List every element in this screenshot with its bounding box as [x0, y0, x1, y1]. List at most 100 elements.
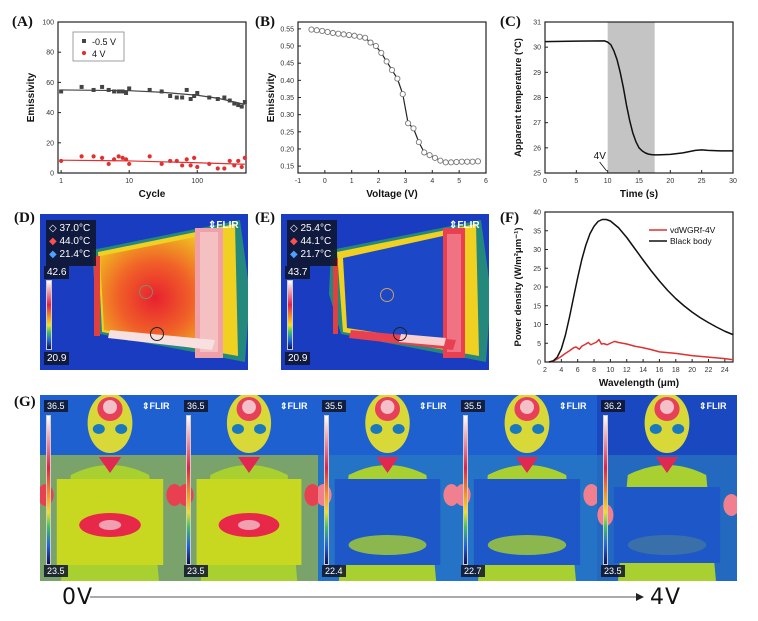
x-tick-label: 3 [403, 178, 407, 185]
y-tick-label: 15 [533, 303, 541, 310]
y-axis-label: Power density (W/m²μm⁻¹) [513, 227, 524, 346]
series-4-v-point [215, 166, 220, 171]
series-4-v-point [174, 158, 179, 164]
series-4-v-point [195, 164, 200, 170]
series--0-5-v-point [106, 87, 111, 92]
series--0-5-v-point [174, 95, 179, 100]
series-4-v-point [239, 164, 244, 170]
voltage-arrow-icon [90, 593, 644, 601]
series-4-v-point [123, 157, 129, 162]
y-tick-label: 0 [537, 360, 541, 367]
plot-frame [297, 21, 487, 174]
series--0-5-v-point [207, 95, 212, 100]
series-emissivity-point [458, 158, 465, 165]
series-emissivity-point [362, 34, 369, 41]
series--0-5-v-point [168, 93, 173, 98]
voltage-end-label: 4V [650, 585, 682, 610]
x-tick-label: 8 [592, 367, 596, 374]
series--0-5-v-point [127, 86, 132, 91]
legend-box [72, 31, 125, 62]
series-emissivity-point [453, 158, 460, 166]
flir-logo: ⇕FLIR [449, 220, 480, 231]
series-emissivity-point [448, 159, 455, 166]
flir-logo: ⇕FLIR [280, 401, 308, 411]
series-4-v-point [127, 161, 132, 167]
series--0-5-v-point [222, 95, 227, 100]
series-emissivity-point [410, 125, 417, 132]
max-marker-icon: ◆ [49, 236, 57, 247]
series-4-v-point [207, 161, 212, 167]
scale-max: 35.5 [322, 400, 346, 412]
series-emissivity-point [421, 149, 428, 156]
x-tick-label: 6 [576, 367, 580, 374]
series-emissivity-point [474, 158, 481, 165]
series--0-5-v-point [79, 84, 84, 89]
flir-logo: ⇕FLIR [142, 401, 170, 411]
y-tick-label: 60 [46, 80, 54, 87]
series-emissivity-point [324, 28, 331, 36]
scale-max: 36.5 [44, 400, 68, 412]
scale-min: 22.4 [322, 565, 346, 577]
x-tick-label: 4 [430, 178, 434, 185]
y-axis-label: Apparent temperature (°C) [513, 38, 524, 157]
y-tick-label: 0.45 [280, 61, 294, 68]
series--0-5-v-point [236, 103, 241, 108]
y-tick-label: 0.35 [280, 95, 294, 102]
spot-crosshair-icon [380, 288, 394, 302]
chart-b-emissivity-voltage: -1 0 1 2 3 4 5 6 0.15 0.20 0.25 0.30 0.35 0.40 0.45 0.5… [266, 21, 488, 200]
panel-label-a: (A) [12, 14, 33, 30]
thermal-frame-2: 36.5 23.5 ⇕FLIR [180, 395, 318, 581]
color-scale-bar [186, 415, 191, 565]
series-emissivity-point [442, 159, 449, 166]
series-emissivity-point [345, 31, 353, 39]
series-emissivity-point [319, 27, 326, 34]
series-4-v-point [106, 161, 111, 167]
y-tick-label: 0 [50, 171, 54, 178]
flir-logo: ⇕FLIR [419, 401, 447, 411]
y-tick-label: 25 [533, 266, 541, 273]
series-emissivity-point [378, 49, 385, 56]
series-emissivity-point [426, 152, 433, 159]
series--0-5-v-point [147, 87, 152, 92]
x-tick-label: 2 [543, 367, 547, 374]
panel-label-b: (B) [255, 14, 275, 30]
x-tick-label: 20 [666, 178, 674, 185]
legend-marker [82, 39, 86, 43]
series--0-5-v-point [192, 93, 197, 98]
x-tick-label: 1 [59, 178, 63, 185]
series-4-v-point [227, 158, 232, 164]
chart-f-power-density: 2 4 6 8 10 12 14 16 18 20 22 240510152025303540Wave… [513, 210, 734, 389]
scale-max: 42.6 [44, 266, 70, 279]
series--0-5-v-point [116, 89, 121, 94]
measurement-box-d: ◇ 37.0°C ◆ 44.0°C ◆ 21.4°C [46, 220, 96, 266]
chart-a-emissivity-cycle: 1 10 100 0 20 40 60 80 100 Cycle Emissivity -0.5 V 4… [26, 20, 247, 200]
y-tick-label: 29 [533, 70, 541, 77]
legend-label: -0.5 V [92, 37, 116, 47]
flir-logo: ⇕FLIR [559, 401, 587, 411]
series-emissivity-point [372, 42, 379, 50]
chart-c-temperature-time: 0 5 10 15 20 25 30 25 26 27 28 29 30 31 Time (s) Appare… [513, 20, 737, 201]
x-tick-label: 16 [656, 367, 664, 374]
reading-max: 44.0°C [59, 236, 91, 247]
thermal-frame-4: 35.5 22.7 ⇕FLIR [457, 395, 597, 581]
thermal-frame-3: 35.5 22.4 ⇕FLIR [318, 395, 457, 581]
legend-label: vdWGRf-4V [670, 225, 716, 235]
scale-min: 23.5 [44, 565, 68, 577]
y-tick-label: 35 [533, 228, 541, 235]
panel-label-e: (E) [255, 210, 275, 226]
series-emissivity-point [351, 32, 358, 39]
series-emissivity-point [399, 91, 406, 98]
x-tick-label: 22 [705, 367, 713, 374]
series-emissivity-point [356, 33, 363, 40]
color-scale-bar [287, 280, 293, 350]
series-emissivity-point [415, 139, 422, 146]
scale-min: 20.9 [285, 352, 311, 365]
x-tick-label: 0 [543, 178, 547, 185]
x-tick-label: 24 [721, 367, 729, 374]
series-4-v-point [99, 155, 105, 160]
reading-max: 44.1°C [300, 236, 332, 247]
series--0-5-v-point [232, 101, 237, 106]
panel-label-c: (C) [500, 14, 521, 30]
y-tick-label: 80 [46, 50, 54, 57]
scale-max: 35.5 [461, 400, 485, 412]
